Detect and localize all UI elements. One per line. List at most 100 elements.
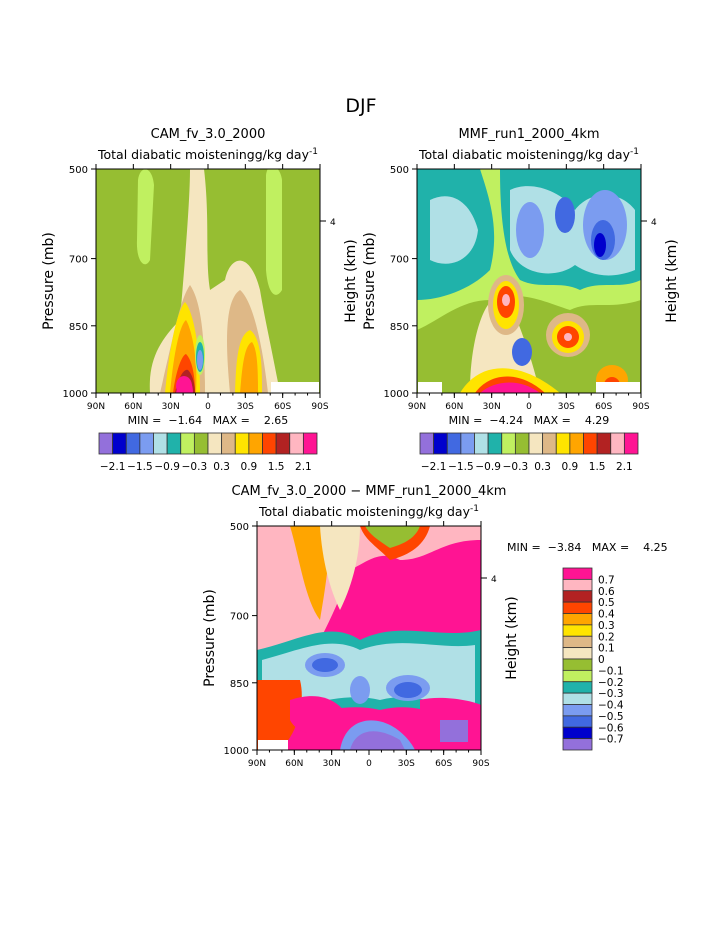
min-value: −1.64 (161, 414, 212, 427)
y-tick-label: 1000 (63, 389, 88, 400)
colorbar-box (562, 647, 593, 660)
max-value: 4.29 (571, 414, 609, 427)
colorbar-box (542, 432, 557, 455)
colorbar-box (139, 432, 154, 455)
min-label: MIN = (449, 414, 483, 427)
colorbar-box (562, 738, 593, 751)
colorbar-label: −0.4 (598, 700, 624, 712)
y-tick-label: 500 (390, 165, 409, 176)
colorbar-label: −2.1 (100, 461, 126, 473)
x-tick-label: 30S (398, 759, 415, 769)
colorbar-box (302, 432, 318, 455)
panel1-contours (96, 169, 320, 393)
y-tick-label: 1000 (224, 746, 249, 757)
right-axis-label: Height (km) (664, 239, 680, 322)
colorbar-label: −1.5 (448, 461, 474, 473)
x-tick-label: 0 (526, 402, 532, 412)
colorbar-label: −0.9 (154, 461, 180, 473)
colorbar-box (562, 635, 593, 649)
colorbar-box (569, 432, 584, 455)
max-label: MAX = (213, 414, 250, 427)
colorbar-box (562, 613, 593, 626)
colorbar-box (562, 704, 593, 717)
colorbar-box (433, 432, 448, 455)
x-tick-label: 0 (205, 402, 211, 412)
colorbar-box (289, 432, 304, 455)
y-tick-label: 850 (69, 322, 88, 333)
colorbar-label: 1.5 (589, 461, 606, 473)
min-label: MIN = (507, 541, 541, 554)
x-tick-label: 30N (323, 759, 341, 769)
colorbar-label: −2.1 (421, 461, 447, 473)
colorbar-box (153, 432, 168, 455)
panel2-contours (417, 169, 641, 393)
colorbar-label: −1.5 (127, 461, 153, 473)
colorbar-label: 0.6 (598, 586, 615, 598)
y-axis-label: Pressure (mb) (202, 589, 218, 687)
colorbar-box (555, 432, 571, 455)
colorbar-box (501, 432, 516, 455)
figure-title: DJF (345, 95, 376, 117)
y-tick-label: 850 (390, 322, 409, 333)
colorbar-box (460, 432, 475, 455)
x-tick-label: 60S (435, 759, 452, 769)
colorbar-box (562, 567, 593, 580)
right-axis-label: Height (km) (504, 596, 520, 679)
colorbar-box (528, 432, 544, 455)
colorbar-label: 0.3 (598, 620, 615, 632)
min-value: −4.24 (482, 414, 533, 427)
colorbar-box (166, 432, 182, 455)
colorbar-box (180, 432, 195, 455)
y-tick-label: 700 (69, 255, 88, 266)
colorbar-box (275, 432, 291, 455)
colorbar-box (562, 658, 593, 671)
x-tick-label: 0 (366, 759, 372, 769)
y-tick-label: 500 (230, 522, 249, 533)
right-axis-label: Height (km) (343, 239, 359, 322)
x-tick-label: 60N (285, 759, 303, 769)
height-tick-label: 4 (330, 218, 336, 228)
colorbar-label: 0.7 (598, 574, 615, 586)
y-tick-label: 500 (69, 165, 88, 176)
colorbar-box (562, 715, 593, 728)
min-value: −3.84 (541, 541, 592, 554)
panel-title: MMF_run1_2000_4km (458, 127, 599, 142)
colorbar-box (474, 432, 489, 455)
x-tick-label: 30N (162, 402, 180, 412)
colorbar-box (125, 432, 141, 455)
height-tick-label: 4 (651, 218, 657, 228)
x-tick-label: 60S (595, 402, 612, 412)
colorbar-box (112, 432, 127, 455)
x-tick-label: 90N (248, 759, 266, 769)
max-value: 4.25 (629, 541, 667, 554)
colorbar-box (610, 432, 625, 455)
colorbar-box (221, 432, 236, 455)
x-tick-label: 60N (124, 402, 142, 412)
y-tick-label: 700 (230, 612, 249, 623)
colorbar-box (193, 432, 209, 455)
max-label: MAX = (534, 414, 571, 427)
colorbar-label: −0.2 (598, 677, 624, 689)
panel-subtitle: Total diabatic moisteningg/kg day-1 (258, 504, 479, 519)
colorbar-box (562, 726, 593, 740)
colorbar-label: −0.3 (503, 461, 529, 473)
axes-layer: CAM_fv_3.0_2000 Total diabatic moistening… (41, 127, 680, 769)
panel-subtitle: Total diabatic moisteningg/kg day-1 (97, 147, 318, 162)
min-label: MIN = (128, 414, 162, 427)
y-tick-label: 700 (390, 255, 409, 266)
colorbar-label: −0.7 (598, 734, 624, 746)
panel-title: CAM_fv_3.0_2000 − MMF_run1_2000_4km (232, 484, 507, 499)
colorbar-label: 0.2 (598, 631, 615, 643)
colorbar-label: 0.9 (241, 461, 258, 473)
colorbar-box (514, 432, 530, 455)
colorbar-box (98, 432, 114, 455)
colorbar-label: −0.3 (182, 461, 208, 473)
colorbar-label: 0.1 (598, 643, 615, 655)
colorbar-box (248, 432, 263, 455)
colorbar-label: −0.9 (475, 461, 501, 473)
max-label: MAX = (592, 541, 629, 554)
colorbar-label: 0.5 (598, 597, 615, 609)
colorbar-label: 0.3 (534, 461, 551, 473)
